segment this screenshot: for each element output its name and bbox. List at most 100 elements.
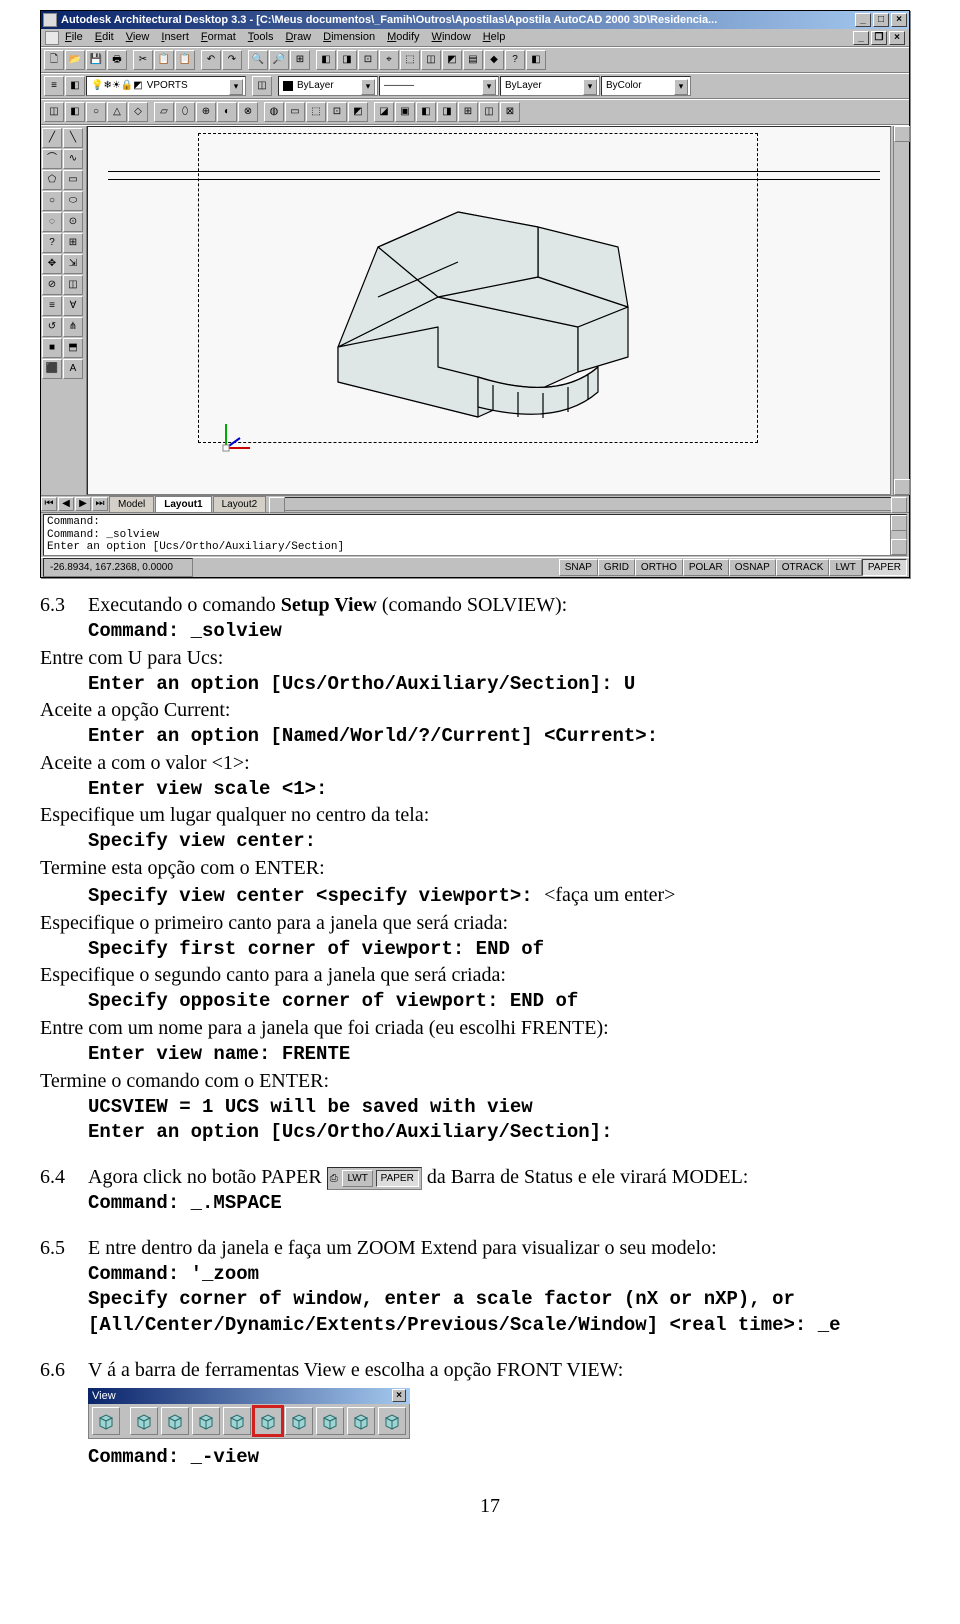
status-snap[interactable]: SNAP: [559, 559, 598, 576]
view-button[interactable]: [92, 1407, 120, 1435]
view-button[interactable]: [192, 1407, 220, 1435]
status-paper[interactable]: PAPER: [862, 559, 907, 576]
palette-tool[interactable]: ⊞: [63, 233, 83, 253]
layer-manager-icon[interactable]: ≡: [44, 76, 64, 96]
toolbar-button[interactable]: 📋: [154, 50, 174, 70]
tab-nav-last[interactable]: ⏭: [92, 497, 108, 511]
toolbar-button[interactable]: ⌖: [379, 50, 399, 70]
toolbar-button[interactable]: ◫: [44, 102, 64, 122]
palette-tool[interactable]: ▭: [63, 170, 83, 190]
mdi-minimize-button[interactable]: _: [853, 31, 869, 45]
palette-tool[interactable]: ⋔: [63, 317, 83, 337]
palette-tool[interactable]: ╱: [42, 128, 62, 148]
drawing-canvas[interactable]: [87, 126, 891, 495]
menu-tools[interactable]: Tools: [248, 31, 274, 43]
toolbar-button[interactable]: ◨: [437, 102, 457, 122]
tab-nav-prev[interactable]: ◀: [58, 497, 74, 511]
view-button[interactable]: [316, 1407, 344, 1435]
toolbar-button[interactable]: 📂: [65, 50, 85, 70]
view-button[interactable]: [347, 1407, 375, 1435]
palette-tool[interactable]: ✥: [42, 254, 62, 274]
palette-tool[interactable]: ◌: [42, 212, 62, 232]
palette-tool[interactable]: ■: [42, 338, 62, 358]
layer-combo[interactable]: 💡❄☀🔒◩ VPORTS: [86, 76, 246, 96]
toolbar-button[interactable]: 🔎: [269, 50, 289, 70]
vertical-scrollbar[interactable]: [893, 126, 909, 495]
tab-layout1[interactable]: Layout1: [155, 496, 211, 513]
status-ortho[interactable]: ORTHO: [635, 559, 683, 576]
toolbar-button[interactable]: ◆: [484, 50, 504, 70]
toolbar-button[interactable]: 💾: [86, 50, 106, 70]
toolbar-button[interactable]: ◩: [442, 50, 462, 70]
toolbar-button[interactable]: ▭: [285, 102, 305, 122]
palette-tool[interactable]: ⇲: [63, 254, 83, 274]
menu-draw[interactable]: Draw: [285, 31, 311, 43]
view-button-front-highlighted[interactable]: [254, 1407, 282, 1435]
status-grid[interactable]: GRID: [598, 559, 635, 576]
maximize-button[interactable]: □: [873, 13, 889, 27]
toolbar-button[interactable]: ◪: [374, 102, 394, 122]
status-polar[interactable]: POLAR: [683, 559, 729, 576]
palette-tool[interactable]: ∀: [63, 296, 83, 316]
mdi-close-button[interactable]: ×: [889, 31, 905, 45]
menu-file[interactable]: File: [65, 31, 83, 43]
palette-tool[interactable]: ?: [42, 233, 62, 253]
menu-modify[interactable]: Modify: [387, 31, 419, 43]
toolbar-button[interactable]: 🗋: [44, 50, 64, 70]
plotstyle-combo[interactable]: ByColor: [601, 76, 691, 96]
toolbar-button[interactable]: ?: [505, 50, 525, 70]
palette-tool[interactable]: ⬛: [42, 359, 62, 379]
toolbar-button[interactable]: ⊗: [238, 102, 258, 122]
palette-tool[interactable]: ⊙: [63, 212, 83, 232]
palette-tool[interactable]: A: [63, 359, 83, 379]
toolbar-button[interactable]: ⬚: [306, 102, 326, 122]
tab-model[interactable]: Model: [109, 496, 154, 513]
palette-tool[interactable]: ⬠: [42, 170, 62, 190]
toolbar-button[interactable]: ◧: [526, 50, 546, 70]
toolbar-button[interactable]: ⊞: [290, 50, 310, 70]
palette-tool[interactable]: ⬒: [63, 338, 83, 358]
menu-format[interactable]: Format: [201, 31, 236, 43]
toolbar-button[interactable]: ◫: [479, 102, 499, 122]
toolbar-button[interactable]: △: [107, 102, 127, 122]
toolbar-button[interactable]: ⊕: [196, 102, 216, 122]
toolbar-button[interactable]: ◇: [128, 102, 148, 122]
command-window[interactable]: Command: Command: _solview Enter an opti…: [43, 514, 907, 556]
toolbar-button[interactable]: ⊞: [458, 102, 478, 122]
toolbar-button[interactable]: 🔍: [248, 50, 268, 70]
view-button[interactable]: [130, 1407, 158, 1435]
menu-help[interactable]: Help: [483, 31, 506, 43]
toolbar-button[interactable]: ◫: [421, 50, 441, 70]
minimize-button[interactable]: _: [855, 13, 871, 27]
lineweight-combo[interactable]: ByLayer: [500, 76, 600, 96]
toolbar-button[interactable]: ◩: [348, 102, 368, 122]
close-button[interactable]: ×: [891, 13, 907, 27]
menu-window[interactable]: Window: [432, 31, 471, 43]
menu-dimension[interactable]: Dimension: [323, 31, 375, 43]
toolbar-button[interactable]: ⊡: [358, 50, 378, 70]
palette-tool[interactable]: ↺: [42, 317, 62, 337]
toolbar-button[interactable]: ◧: [416, 102, 436, 122]
toolbar-button[interactable]: ↷: [222, 50, 242, 70]
tab-layout2[interactable]: Layout2: [213, 496, 267, 513]
horizontal-scrollbar[interactable]: [269, 497, 907, 511]
toolbar-button[interactable]: ⊡: [327, 102, 347, 122]
toolbar-button[interactable]: 📋: [175, 50, 195, 70]
toolbar-button[interactable]: ◍: [264, 102, 284, 122]
palette-tool[interactable]: ◫: [63, 275, 83, 295]
view-button[interactable]: [285, 1407, 313, 1435]
view-button[interactable]: [378, 1407, 406, 1435]
tab-nav-first[interactable]: ⏮: [41, 497, 57, 511]
toolbar-button[interactable]: ○: [86, 102, 106, 122]
status-lwt[interactable]: LWT: [829, 559, 861, 576]
palette-tool[interactable]: ⌒: [42, 149, 62, 169]
toolbar-button[interactable]: ⊠: [500, 102, 520, 122]
toolbar-button[interactable]: ◧: [65, 102, 85, 122]
toolbar-button[interactable]: 🖶: [107, 50, 127, 70]
toolbar-button[interactable]: ◨: [337, 50, 357, 70]
menu-view[interactable]: View: [126, 31, 150, 43]
linetype-combo[interactable]: ———: [379, 76, 499, 96]
toolbar-button[interactable]: ▱: [154, 102, 174, 122]
color-combo[interactable]: ByLayer: [278, 76, 378, 96]
tab-nav-next[interactable]: ▶: [75, 497, 91, 511]
